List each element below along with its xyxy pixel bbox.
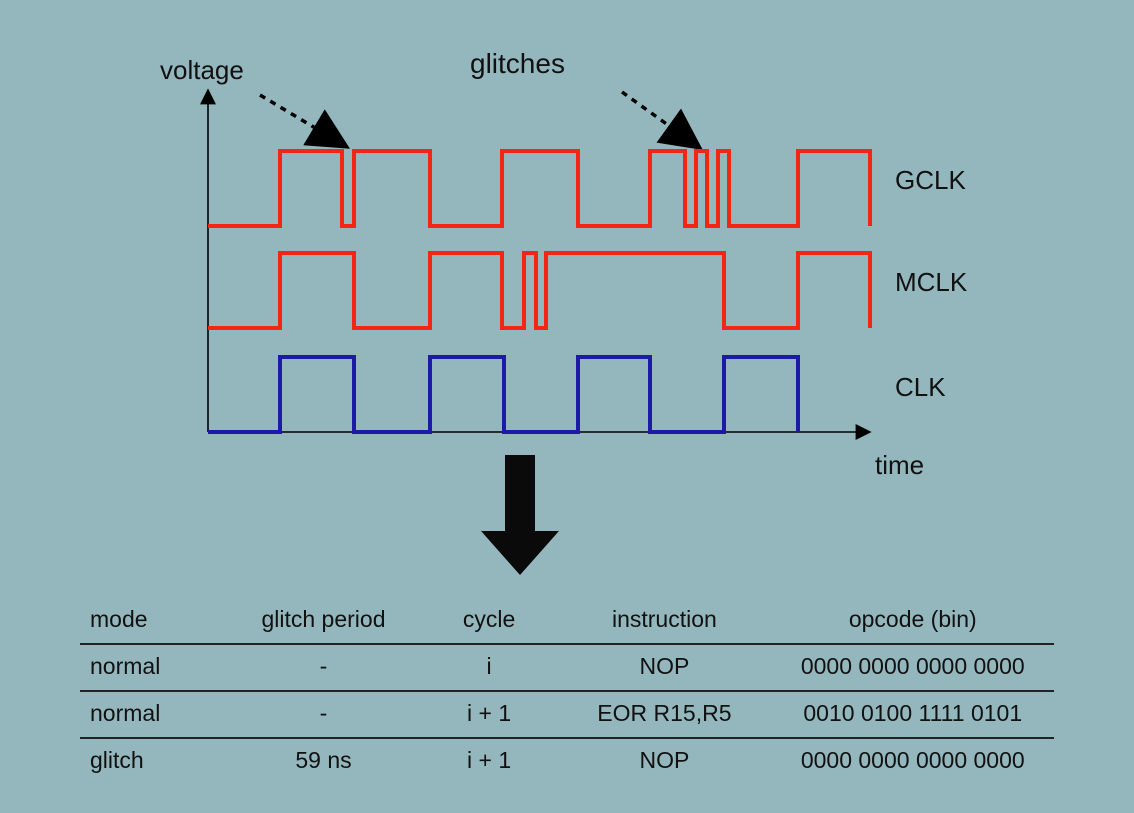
cell-period: -	[226, 691, 421, 738]
cell-mode: normal	[80, 691, 226, 738]
figure-canvas: voltage glitches time GCLK MCLK CLK mode	[0, 0, 1134, 813]
waveform-clk	[208, 357, 798, 432]
table-header-row: mode glitch period cycle instruction opc…	[80, 598, 1054, 644]
table-row: glitch59 nsi + 1NOP0000 0000 0000 0000	[80, 738, 1054, 784]
table-row: normal-i + 1EOR R15,R50010 0100 1111 010…	[80, 691, 1054, 738]
col-period: glitch period	[226, 598, 421, 644]
cell-instr: NOP	[557, 738, 771, 784]
col-cycle: cycle	[421, 598, 557, 644]
col-instr: instruction	[557, 598, 771, 644]
cell-period: -	[226, 644, 421, 691]
cell-period: 59 ns	[226, 738, 421, 784]
cell-cycle: i + 1	[421, 738, 557, 784]
col-mode: mode	[80, 598, 226, 644]
cell-opcode: 0000 0000 0000 0000	[772, 738, 1054, 784]
cell-instr: EOR R15,R5	[557, 691, 771, 738]
cell-mode: normal	[80, 644, 226, 691]
cell-opcode: 0000 0000 0000 0000	[772, 644, 1054, 691]
cell-cycle: i + 1	[421, 691, 557, 738]
cell-cycle: i	[421, 644, 557, 691]
cell-mode: glitch	[80, 738, 226, 784]
cell-opcode: 0010 0100 1111 0101	[772, 691, 1054, 738]
table-row: normal-iNOP0000 0000 0000 0000	[80, 644, 1054, 691]
down-arrow-icon	[481, 455, 559, 575]
waveform-gclk	[208, 151, 870, 226]
cell-instr: NOP	[557, 644, 771, 691]
waveform-mclk	[208, 253, 870, 328]
instruction-table: mode glitch period cycle instruction opc…	[80, 598, 1054, 784]
col-opcode: opcode (bin)	[772, 598, 1054, 644]
